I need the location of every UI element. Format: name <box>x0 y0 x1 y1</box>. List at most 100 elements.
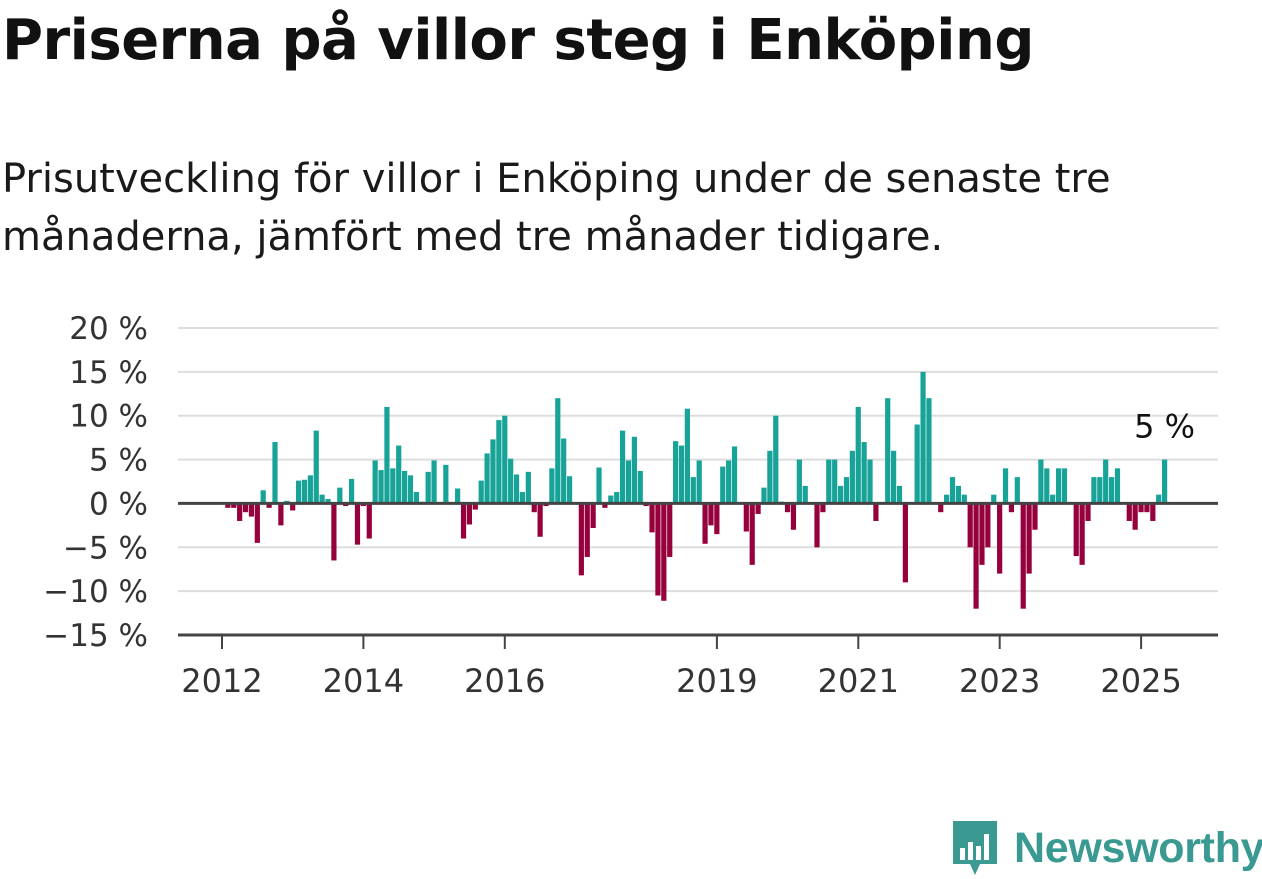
bar <box>655 503 661 596</box>
bar <box>513 474 520 504</box>
bar <box>525 471 531 504</box>
bar <box>678 445 685 504</box>
bar <box>855 406 861 504</box>
bar <box>313 430 319 504</box>
bar <box>237 503 243 521</box>
bar <box>443 464 449 504</box>
bar <box>472 503 478 510</box>
bar <box>466 503 473 525</box>
bar <box>590 503 596 528</box>
bar <box>973 503 979 609</box>
bar <box>949 477 956 504</box>
bar <box>708 503 714 526</box>
bar <box>608 495 614 504</box>
bar <box>1044 468 1050 504</box>
bar <box>1126 503 1132 521</box>
bar <box>431 460 437 504</box>
bar <box>413 492 419 504</box>
bar <box>372 460 378 504</box>
bar <box>784 503 791 513</box>
bar <box>873 503 879 521</box>
bar <box>366 503 372 539</box>
bar <box>1103 459 1109 504</box>
bar <box>348 478 355 504</box>
bar <box>631 436 637 504</box>
bar <box>1097 477 1103 504</box>
bar-chart: 20 %15 %10 %5 %0 %−5 %−10 %−15 % 2012 201… <box>43 311 1218 700</box>
bar <box>254 503 260 543</box>
bar <box>1150 503 1156 521</box>
bar <box>1114 468 1121 504</box>
bar <box>690 477 696 504</box>
bar <box>1085 503 1091 521</box>
bar <box>331 503 337 561</box>
bar <box>743 503 749 532</box>
bar <box>602 503 608 508</box>
bar <box>1079 503 1085 565</box>
x-tick-label: 2014 <box>323 662 404 700</box>
bars <box>225 371 1168 609</box>
bar <box>1055 468 1062 504</box>
bar <box>955 485 962 504</box>
bar <box>242 503 249 513</box>
last-value-label: 5 % <box>1134 408 1195 446</box>
bar <box>861 442 867 504</box>
x-tick-label: 2012 <box>181 662 262 700</box>
bar <box>985 503 991 548</box>
bar <box>325 499 331 504</box>
bar <box>260 490 266 504</box>
bar <box>902 503 908 583</box>
bar <box>301 479 308 504</box>
bar <box>755 503 761 514</box>
bar <box>625 460 632 504</box>
bar <box>390 468 396 504</box>
bar <box>266 503 272 508</box>
axes <box>178 501 1218 637</box>
bar <box>1032 503 1038 530</box>
newsworthy-logo: Newsworthy <box>950 818 1262 878</box>
bar <box>938 503 944 513</box>
bar <box>248 503 255 517</box>
bar <box>384 406 390 504</box>
bar <box>1073 503 1079 557</box>
bar <box>484 453 490 504</box>
bar <box>1144 503 1150 513</box>
brand-name: Newsworthy <box>1014 823 1262 872</box>
bar <box>502 415 508 504</box>
bar <box>1008 503 1015 513</box>
bar <box>555 398 561 504</box>
y-tick-label: −10 % <box>43 574 148 610</box>
bar <box>549 468 555 504</box>
bar <box>867 459 873 504</box>
bar <box>802 485 808 504</box>
y-tick-label: 10 % <box>69 399 148 435</box>
bar <box>425 471 431 504</box>
bar <box>837 485 844 504</box>
bar <box>1132 503 1138 530</box>
bar <box>378 470 384 504</box>
bar <box>696 460 702 504</box>
bar <box>649 503 655 533</box>
bar <box>1061 468 1068 504</box>
y-tick-label: 20 % <box>69 311 148 347</box>
bar <box>508 458 514 504</box>
bar <box>773 415 779 504</box>
bar <box>843 477 850 504</box>
newsworthy-logo-icon <box>953 821 997 875</box>
bar <box>726 460 732 504</box>
y-tick-label: 15 % <box>69 355 148 391</box>
bar <box>478 480 484 504</box>
bar <box>896 485 903 504</box>
bar <box>272 442 278 504</box>
bar <box>519 492 526 504</box>
bar <box>460 503 467 539</box>
bar <box>885 398 891 504</box>
bar <box>661 503 667 601</box>
bar <box>537 503 543 537</box>
bar <box>979 503 985 565</box>
bar <box>832 459 838 504</box>
bar <box>531 503 537 513</box>
bar <box>1026 503 1032 574</box>
bar <box>1108 477 1115 504</box>
bar <box>1091 477 1097 504</box>
